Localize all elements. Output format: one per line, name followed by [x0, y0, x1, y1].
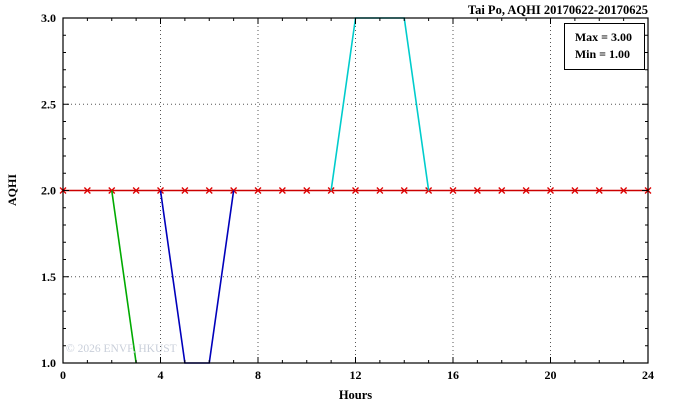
y-tick-label: 1.0: [41, 356, 56, 370]
x-tick-label: 12: [350, 368, 362, 382]
marker-x: [473, 187, 481, 194]
marker-x: [352, 187, 359, 194]
marker-x: [400, 187, 408, 194]
marker-x: [181, 187, 189, 194]
marker-x: [571, 187, 579, 194]
x-tick-label: 20: [545, 368, 557, 382]
y-tick-label: 3.0: [41, 11, 56, 25]
y-tick-label: 2.0: [41, 184, 56, 198]
marker-x: [498, 187, 506, 194]
legend-max-label: Max = 3.00: [574, 30, 632, 44]
legend-min-label: Min = 1.00: [574, 47, 630, 61]
x-tick-label: 0: [60, 368, 66, 382]
y-tick-label: 1.5: [41, 270, 56, 284]
x-tick-label: 8: [255, 368, 261, 382]
marker-x: [83, 187, 91, 194]
marker-x: [205, 187, 213, 194]
marker-x: [278, 187, 286, 194]
y-tick-label: 2.5: [41, 97, 56, 111]
x-tick-label: 24: [642, 368, 654, 382]
marker-x: [595, 187, 603, 194]
watermark-text: © 2026 ENVF, HKUST: [66, 343, 177, 355]
series-green-dip: [110, 190, 137, 364]
marker-x: [449, 187, 457, 194]
marker-x: [254, 187, 262, 194]
y-axis-label: AQHI: [5, 174, 19, 207]
x-tick-label: 16: [447, 368, 459, 382]
x-tick-label: 4: [158, 368, 164, 382]
x-axis-label: Hours: [338, 388, 373, 402]
marker-x: [132, 187, 140, 194]
marker-x: [522, 187, 530, 194]
marker-x: [376, 187, 384, 194]
marker-x: [547, 187, 554, 194]
marker-x: [303, 187, 311, 194]
legend-box: Max = 3.00 Min = 1.00: [563, 23, 645, 70]
marker-x: [620, 187, 628, 194]
chart-title: Tai Po, AQHI 20170622-20170625: [467, 3, 648, 17]
